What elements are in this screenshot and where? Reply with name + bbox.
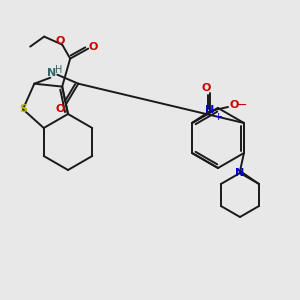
Text: N: N — [236, 168, 244, 178]
Text: O: O — [201, 83, 211, 93]
Text: N: N — [47, 68, 56, 78]
Text: O: O — [229, 100, 239, 110]
Text: O: O — [56, 104, 65, 114]
Text: O: O — [56, 36, 65, 46]
Text: O: O — [88, 42, 98, 52]
Text: N: N — [206, 105, 214, 115]
Text: S: S — [19, 104, 27, 114]
Text: H: H — [55, 65, 62, 75]
Text: −: − — [237, 98, 247, 112]
Text: +: + — [213, 112, 223, 122]
